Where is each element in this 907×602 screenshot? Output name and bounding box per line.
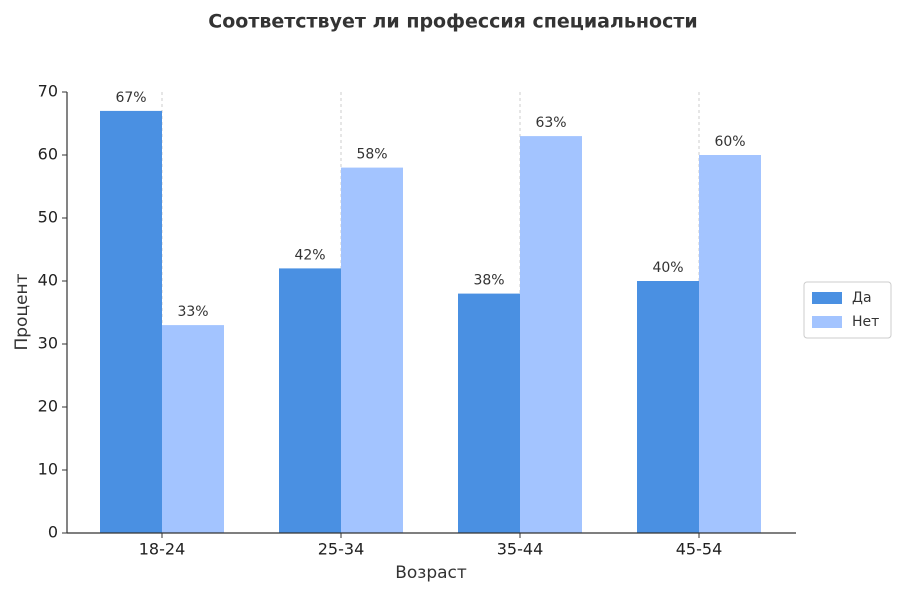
x-axis-label: Возраст (395, 563, 467, 583)
legend-label: Да (852, 290, 872, 306)
value-label: 60% (714, 134, 745, 150)
y-tick-label: 0 (48, 523, 58, 542)
bar (341, 167, 403, 533)
bar (100, 110, 162, 534)
y-tick-label: 50 (38, 208, 58, 227)
y-tick-label: 10 (38, 460, 58, 479)
bar (458, 293, 520, 533)
x-tick-label: 18-24 (139, 540, 186, 559)
x-tick-label: 45-54 (676, 540, 723, 559)
y-tick-label: 70 (38, 82, 58, 101)
y-axis-label: Процент (12, 273, 32, 350)
value-label: 40% (652, 260, 683, 276)
y-tick-label: 30 (38, 334, 58, 353)
chart-title: Соответствует ли профессия специальности (208, 11, 697, 33)
bar (699, 155, 761, 533)
x-tick-label: 35-44 (497, 540, 544, 559)
y-tick-label: 20 (38, 397, 58, 416)
y-tick-label: 60 (38, 145, 58, 164)
bar (520, 136, 582, 533)
legend-swatch (812, 316, 842, 328)
value-label: 33% (177, 304, 208, 320)
value-label: 63% (535, 115, 566, 131)
value-label: 58% (356, 147, 387, 163)
x-tick-label: 25-34 (318, 540, 365, 559)
bar (637, 281, 699, 533)
value-label: 42% (294, 247, 325, 263)
legend-swatch (812, 292, 842, 304)
bar (279, 268, 341, 533)
legend-label: Нет (852, 314, 879, 330)
value-label: 67% (115, 90, 146, 106)
y-tick-label: 40 (38, 271, 58, 290)
bar (162, 325, 224, 533)
value-label: 38% (473, 273, 504, 289)
